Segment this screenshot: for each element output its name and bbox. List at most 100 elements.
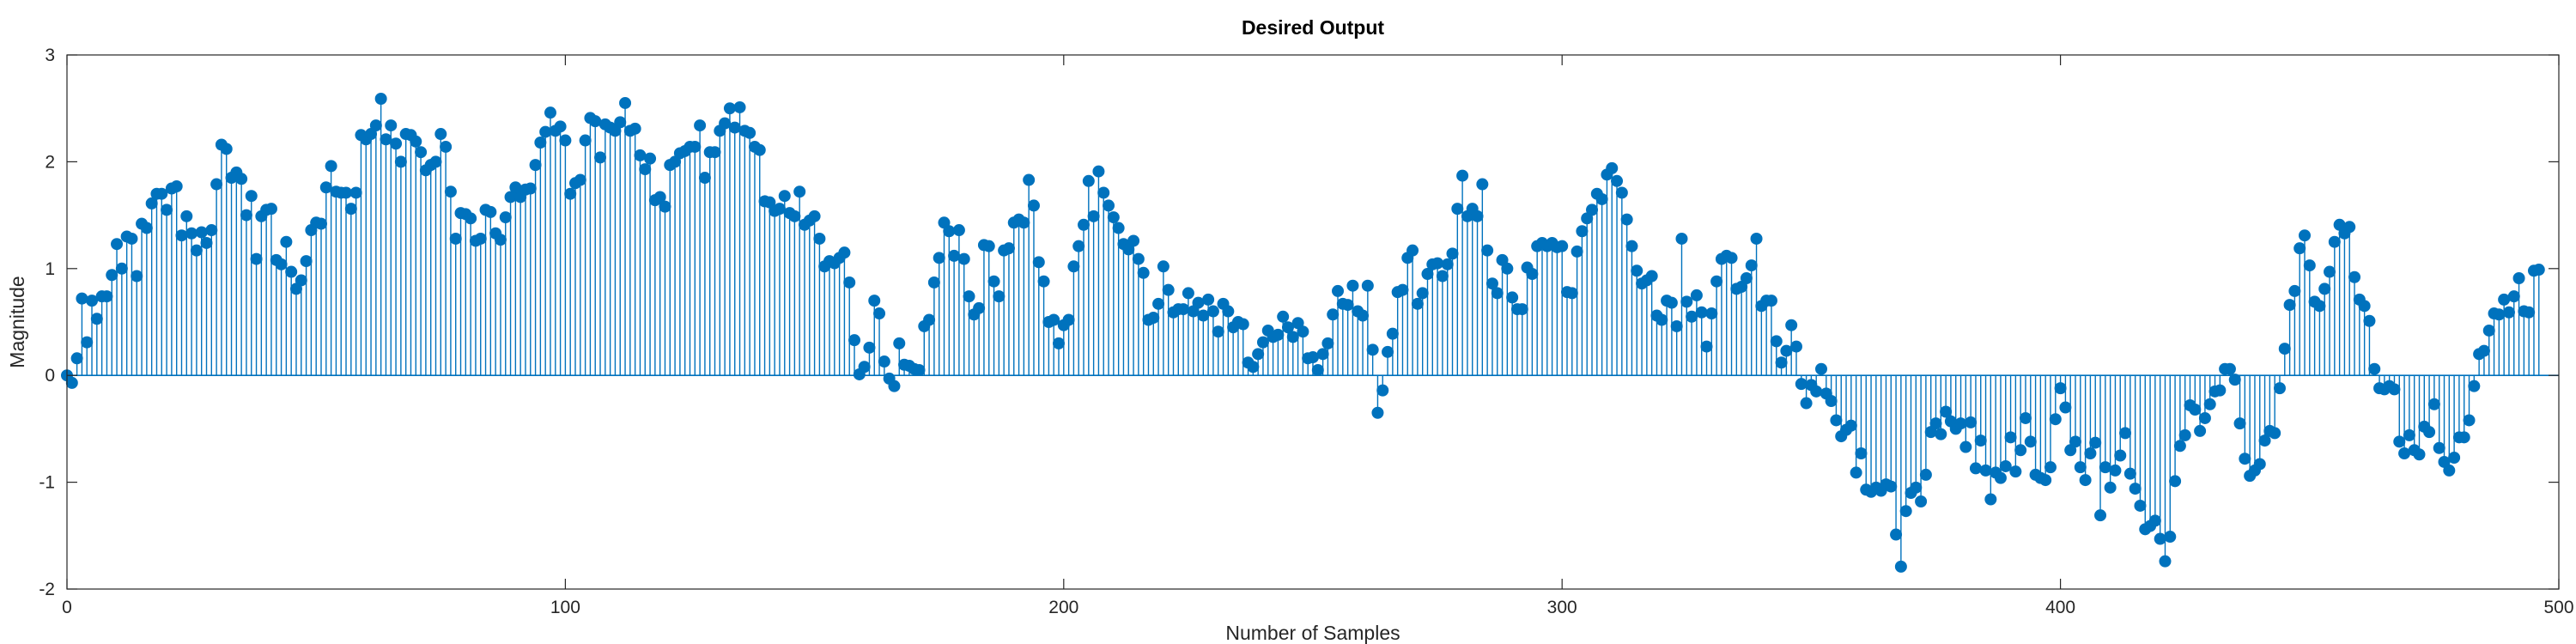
stem-marker: [728, 121, 741, 134]
stem-marker: [1023, 173, 1036, 186]
stem-marker: [2054, 382, 2067, 395]
x-tick-label: 500: [2543, 598, 2573, 617]
stem-marker: [2313, 300, 2326, 313]
stem-marker: [589, 115, 602, 128]
stem-marker: [1620, 213, 1633, 226]
stem-marker: [788, 210, 801, 222]
stem-marker: [987, 275, 1000, 288]
stem-marker: [349, 186, 362, 199]
stem-marker: [1954, 417, 1967, 430]
stem-marker: [1062, 313, 1075, 326]
stem-marker: [2493, 308, 2506, 321]
stem-marker: [2024, 435, 2037, 448]
stem-marker: [1018, 216, 1030, 229]
stem-marker: [145, 197, 158, 210]
stem-marker: [1611, 174, 1624, 187]
x-tick-label: 100: [550, 598, 580, 617]
stem-marker: [1436, 270, 1449, 283]
stem-marker: [1177, 303, 1190, 316]
stem-marker: [1067, 260, 1080, 273]
stem-marker: [838, 246, 851, 259]
stem-markers: [61, 93, 2545, 573]
stem-marker: [1162, 283, 1175, 296]
stem-marker: [1770, 335, 1783, 348]
stem-marker: [415, 146, 428, 159]
stem-marker: [100, 290, 113, 303]
stem-marker: [888, 380, 901, 392]
y-axis-ticks: -2 -1 0 1 2 3: [39, 46, 2559, 599]
stem-marker: [245, 190, 258, 203]
stem-marker: [2358, 300, 2371, 313]
stem-marker: [2318, 283, 2331, 295]
stem-marker: [1965, 416, 1978, 428]
stem-marker: [2214, 384, 2227, 397]
stem-marker: [1800, 397, 1813, 410]
stem-marker: [2303, 259, 2316, 272]
stem-marker: [2189, 404, 2202, 416]
stem-marker: [1137, 266, 1150, 279]
stem-marker: [744, 126, 756, 139]
stem-marker: [694, 119, 707, 132]
stem-marker: [923, 313, 936, 326]
stem-marker: [449, 232, 462, 245]
stem-marker: [2328, 235, 2341, 248]
stem-marker: [1680, 295, 1693, 308]
stem-marker: [2019, 411, 2032, 424]
stem-marker: [1327, 308, 1340, 321]
y-tick-label: -2: [39, 580, 55, 599]
stem-marker: [1357, 309, 1370, 322]
stem-marker: [2507, 290, 2520, 303]
stem-marker: [878, 355, 890, 368]
stem-marker: [1700, 340, 1713, 353]
stem-marker: [1321, 337, 1334, 349]
stem-marker: [629, 122, 641, 135]
stem-marker: [1615, 186, 1628, 199]
stem-marker: [434, 128, 447, 141]
stem-marker: [1894, 560, 1907, 573]
stem-marker: [1082, 174, 1095, 187]
stem-marker: [2433, 441, 2445, 454]
stem-marker: [369, 119, 382, 132]
stem-marker: [1586, 204, 1599, 216]
stem-marker: [2423, 426, 2436, 439]
stem-marker: [2427, 398, 2440, 410]
stem-marker: [1092, 165, 1105, 178]
stem-marker: [81, 336, 94, 349]
stem-marker: [952, 224, 965, 237]
stem-marker: [2393, 435, 2406, 448]
stem-marker: [240, 209, 252, 222]
stem-marker: [913, 363, 926, 376]
stem-marker: [2084, 447, 2097, 460]
stem-marker: [1272, 328, 1285, 341]
stem-marker: [2283, 299, 2296, 312]
stem-marker: [2482, 324, 2495, 337]
stem-marker: [1969, 462, 1982, 475]
stem-marker: [2403, 428, 2415, 441]
stem-marker: [1346, 279, 1359, 292]
stem-marker: [933, 252, 945, 264]
stem-marker: [1645, 270, 1658, 283]
stem-marker: [948, 249, 961, 262]
stem-marker: [1202, 293, 1215, 306]
stem-marker: [2014, 444, 2027, 457]
stem-marker: [2269, 427, 2281, 440]
stem-marker: [1097, 186, 1110, 199]
stem-marker: [429, 155, 442, 168]
stem-marker: [2273, 382, 2286, 395]
stem-marker: [1307, 351, 1319, 364]
stem-marker: [1910, 481, 1923, 494]
stem-marker: [1571, 245, 1583, 258]
stem-marker: [1899, 505, 1912, 518]
chart-title: Desired Output: [1242, 16, 1384, 39]
stem-marker: [2154, 532, 2166, 545]
stem-marker: [385, 119, 398, 132]
stem-marker: [1206, 305, 1219, 318]
stem-marker: [1396, 283, 1409, 296]
stem-marker: [1885, 480, 1898, 493]
stem-marker: [2477, 344, 2490, 357]
stem-marker: [1341, 299, 1354, 312]
stem-marker: [2148, 514, 2161, 527]
stem-marker: [1406, 244, 1419, 257]
stem-marker: [2368, 362, 2381, 375]
